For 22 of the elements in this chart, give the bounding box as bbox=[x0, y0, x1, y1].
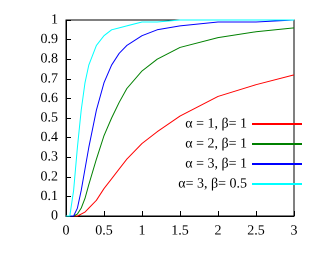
y-tick-label: 0.3 bbox=[40, 150, 58, 165]
legend-label: α= 3, β= 0.5 bbox=[178, 176, 247, 192]
legend-label: α = 3, β= 1 bbox=[185, 156, 247, 172]
y-tick-label: 0.7 bbox=[40, 71, 58, 86]
y-tick-label: 0 bbox=[51, 208, 58, 224]
y-tick-label: 0.8 bbox=[40, 52, 58, 67]
legend-label: α = 2, β= 1 bbox=[185, 136, 247, 152]
y-tick-label: 0.2 bbox=[40, 169, 58, 184]
x-tick-label: 1 bbox=[138, 224, 146, 238]
y-tick-label: 0.6 bbox=[40, 90, 58, 106]
y-tick-label: 0.9 bbox=[40, 32, 58, 48]
y-tick-label: 0.1 bbox=[40, 188, 58, 204]
x-tick-label: 2 bbox=[214, 224, 222, 238]
y-tick-label: 0.5 bbox=[40, 110, 58, 126]
x-tick-label: 0 bbox=[62, 224, 70, 238]
y-tick-label: 0.4 bbox=[40, 130, 58, 146]
x-tick-label: 0.5 bbox=[95, 224, 113, 238]
legend-label: α = 1, β= 1 bbox=[185, 116, 247, 132]
y-tick-label: 1 bbox=[51, 12, 58, 28]
x-tick-label: 2.5 bbox=[247, 224, 265, 238]
x-tick-label: 1.5 bbox=[171, 224, 189, 238]
x-tick-label: 3 bbox=[290, 224, 298, 238]
